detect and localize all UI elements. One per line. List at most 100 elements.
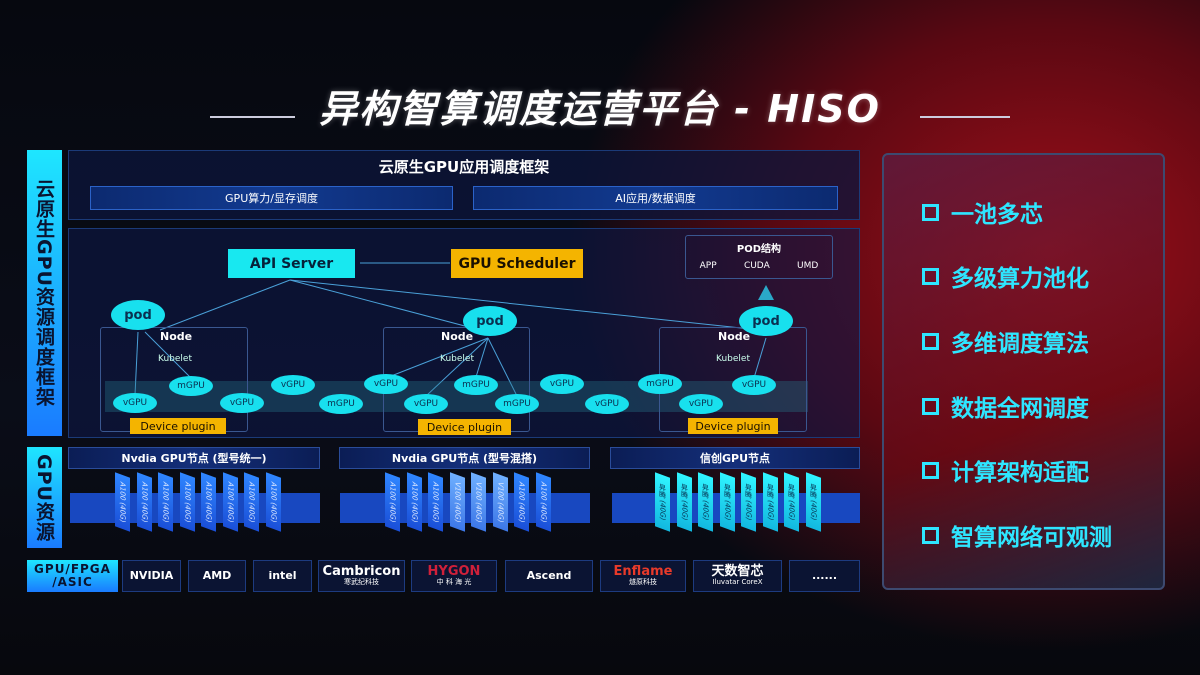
gpu-chip: 昇腾 (40G) (805, 472, 821, 532)
gpu-chip: 昇腾 (40G) (698, 472, 713, 532)
feature-label: 多维调度算法 (951, 331, 1089, 357)
gpu-chip: A100 (40G) (179, 472, 195, 532)
vendor-logo-6: Enflame 燧原科技 (600, 560, 686, 592)
feature-item: 智算网络可观测 (922, 518, 1112, 552)
feature-item: 多级算力池化 (922, 259, 1089, 293)
features-panel (882, 153, 1165, 590)
gpu-chip: A100 (40G) (158, 472, 173, 532)
checkbox-icon (922, 267, 939, 285)
gpu-rack-3 (612, 493, 860, 523)
pod-item-cuda: CUDA (743, 261, 770, 271)
vendor-logo-4: HYGON 中 科 海 光 (411, 560, 497, 592)
device-plugin-1: Device plugin (130, 418, 226, 434)
device-plugin-2: Device plugin (418, 419, 511, 435)
gpu-chip: A100 (40G) (115, 472, 130, 532)
gpu-group-header-2: Nvdia GPU节点 (型号混搭) (339, 447, 590, 469)
checkbox-icon (922, 526, 939, 544)
vendor-name: ...... (811, 568, 838, 582)
gpu-chip: 昇腾 (40G) (784, 472, 799, 532)
mgpu-unit: mGPU (319, 394, 363, 414)
framework-label: 云原生GPU资源调度框架 (27, 150, 62, 436)
kubelet-label-3: Kubelet (716, 354, 750, 364)
gpu-chip: A100 (40G) (244, 472, 259, 532)
vendor-logo-2: intel (253, 560, 312, 592)
node-label-2: Node (441, 330, 474, 343)
title-decoration-right (920, 116, 1010, 118)
pod-2: pod (463, 306, 517, 336)
checkbox-icon (922, 203, 939, 221)
vendor-logo-3: Cambricon 寒武纪科技 (318, 560, 405, 592)
gpu-rack-2 (340, 493, 590, 523)
feature-item: 多维调度算法 (922, 324, 1089, 358)
hardware-label: GPU/FPGA /ASIC (27, 560, 118, 592)
pod-structure-box: POD结构 APP CUDA UMD (685, 235, 833, 279)
gpu-chip: 昇腾 (40G) (741, 472, 756, 532)
mgpu-unit: mGPU (495, 394, 539, 414)
gpu-compute-bar: GPU算力/显存调度 (90, 186, 453, 210)
feature-label: 智算网络可观测 (951, 525, 1112, 551)
gpu-chip: A100 (40G) (136, 472, 152, 532)
feature-item: 计算架构适配 (922, 453, 1089, 487)
gpu-chip: V100 (40G) (471, 472, 486, 532)
vendor-logo-7: 天数智芯 Iluvatar CoreX (693, 560, 782, 592)
api-server-box: API Server (228, 249, 355, 278)
checkbox-icon (922, 397, 939, 415)
gpu-rack-1 (70, 493, 320, 523)
mgpu-unit: mGPU (169, 376, 213, 396)
pod-item-app: APP (699, 261, 717, 271)
vendor-name: 天数智芯 (711, 564, 764, 579)
vendor-name: AMD (202, 568, 232, 582)
arrow-up-icon (758, 285, 774, 300)
vendor-logo-5: Ascend (505, 560, 593, 592)
page-title: 异构智算调度运营平台 - HISO (319, 87, 881, 131)
vendor-logo-0: NVIDIA (122, 560, 181, 592)
device-plugin-3: Device plugin (688, 418, 778, 434)
checkbox-icon (922, 461, 939, 479)
pod-1: pod (111, 300, 165, 330)
vgpu-unit: vGPU (271, 375, 315, 395)
pod-structure-title: POD结构 (736, 244, 782, 255)
app-framework-title: 云原生GPU应用调度框架 (378, 158, 550, 176)
feature-item: 一池多芯 (922, 195, 1043, 229)
gpu-chip: A100 (40G) (385, 472, 400, 532)
vendor-name: Ascend (526, 568, 572, 582)
feature-label: 数据全网调度 (951, 396, 1089, 422)
vendor-subtitle: Iluvatar CoreX (712, 578, 763, 587)
mgpu-unit: mGPU (454, 375, 498, 395)
kubelet-label-1: Kubelet (158, 354, 192, 364)
vgpu-unit: vGPU (585, 394, 629, 414)
gpu-group-header-3: 信创GPU节点 (610, 447, 860, 469)
vgpu-unit: vGPU (364, 374, 408, 394)
vgpu-unit: vGPU (540, 374, 584, 394)
node-label-1: Node (160, 330, 193, 343)
gpu-chip: V100 (40G) (449, 472, 465, 532)
gpu-chip: A100 (40G) (535, 472, 551, 532)
vgpu-unit: vGPU (679, 394, 723, 414)
vendor-name: Cambricon (322, 564, 401, 579)
pod-item-umd: UMD (797, 261, 819, 271)
vgpu-unit: vGPU (113, 393, 157, 413)
vendor-name: intel (268, 568, 297, 582)
vendor-name: HYGON (427, 564, 481, 579)
gpu-chip: A100 (40G) (201, 472, 216, 532)
gpu-scheduler-box: GPU Scheduler (451, 249, 583, 278)
node-label-3: Node (718, 330, 751, 343)
vendor-subtitle: 寒武纪科技 (344, 578, 379, 587)
kubelet-label-2: Kubelet (440, 354, 474, 364)
gpu-chip: A100 (40G) (428, 472, 443, 532)
feature-item: 数据全网调度 (922, 389, 1089, 423)
feature-label: 计算架构适配 (951, 460, 1089, 486)
vgpu-unit: vGPU (220, 393, 264, 413)
vgpu-unit: vGPU (404, 394, 448, 414)
feature-label: 一池多芯 (951, 202, 1043, 228)
checkbox-icon (922, 332, 939, 350)
vendor-name: Enflame (613, 564, 673, 579)
title-decoration-left (210, 116, 295, 118)
vgpu-unit: vGPU (732, 375, 776, 395)
vendor-logo-1: AMD (188, 560, 246, 592)
gpu-chip: 昇腾 (40G) (719, 472, 735, 532)
gpu-chip: V100 (40G) (492, 472, 508, 532)
gpu-chip: 昇腾 (40G) (676, 472, 692, 532)
feature-label: 多级算力池化 (951, 266, 1089, 292)
